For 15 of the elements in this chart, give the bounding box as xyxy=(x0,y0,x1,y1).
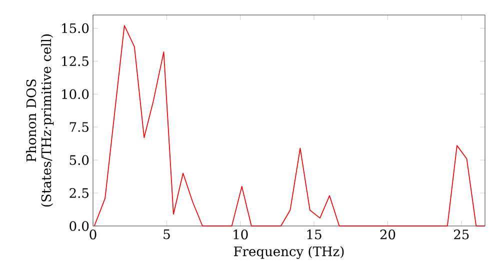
y-tick-label: 15.0 xyxy=(62,23,89,34)
y-tick-label: 7.5 xyxy=(70,122,88,132)
x-tick-label: 0 xyxy=(90,230,96,240)
x-tick-label: 10 xyxy=(234,230,248,240)
y-axis-title: Phonon DOS (States/THz·primitive cell) xyxy=(26,34,54,207)
x-tick-label: 25 xyxy=(454,230,469,240)
x-tick-label: 20 xyxy=(380,230,396,240)
y-tick-label: 12.5 xyxy=(62,56,88,66)
x-tick-label: 5 xyxy=(164,230,170,240)
y-tick-label: 0.0 xyxy=(70,221,89,231)
x-tick-label: 15 xyxy=(307,230,322,240)
y-tick-label: 2.5 xyxy=(70,188,88,198)
y-tick-label: 5.0 xyxy=(70,155,89,165)
x-axis-title: Frequency (THz) xyxy=(234,246,344,259)
y-tick-label: 10.0 xyxy=(62,89,89,100)
